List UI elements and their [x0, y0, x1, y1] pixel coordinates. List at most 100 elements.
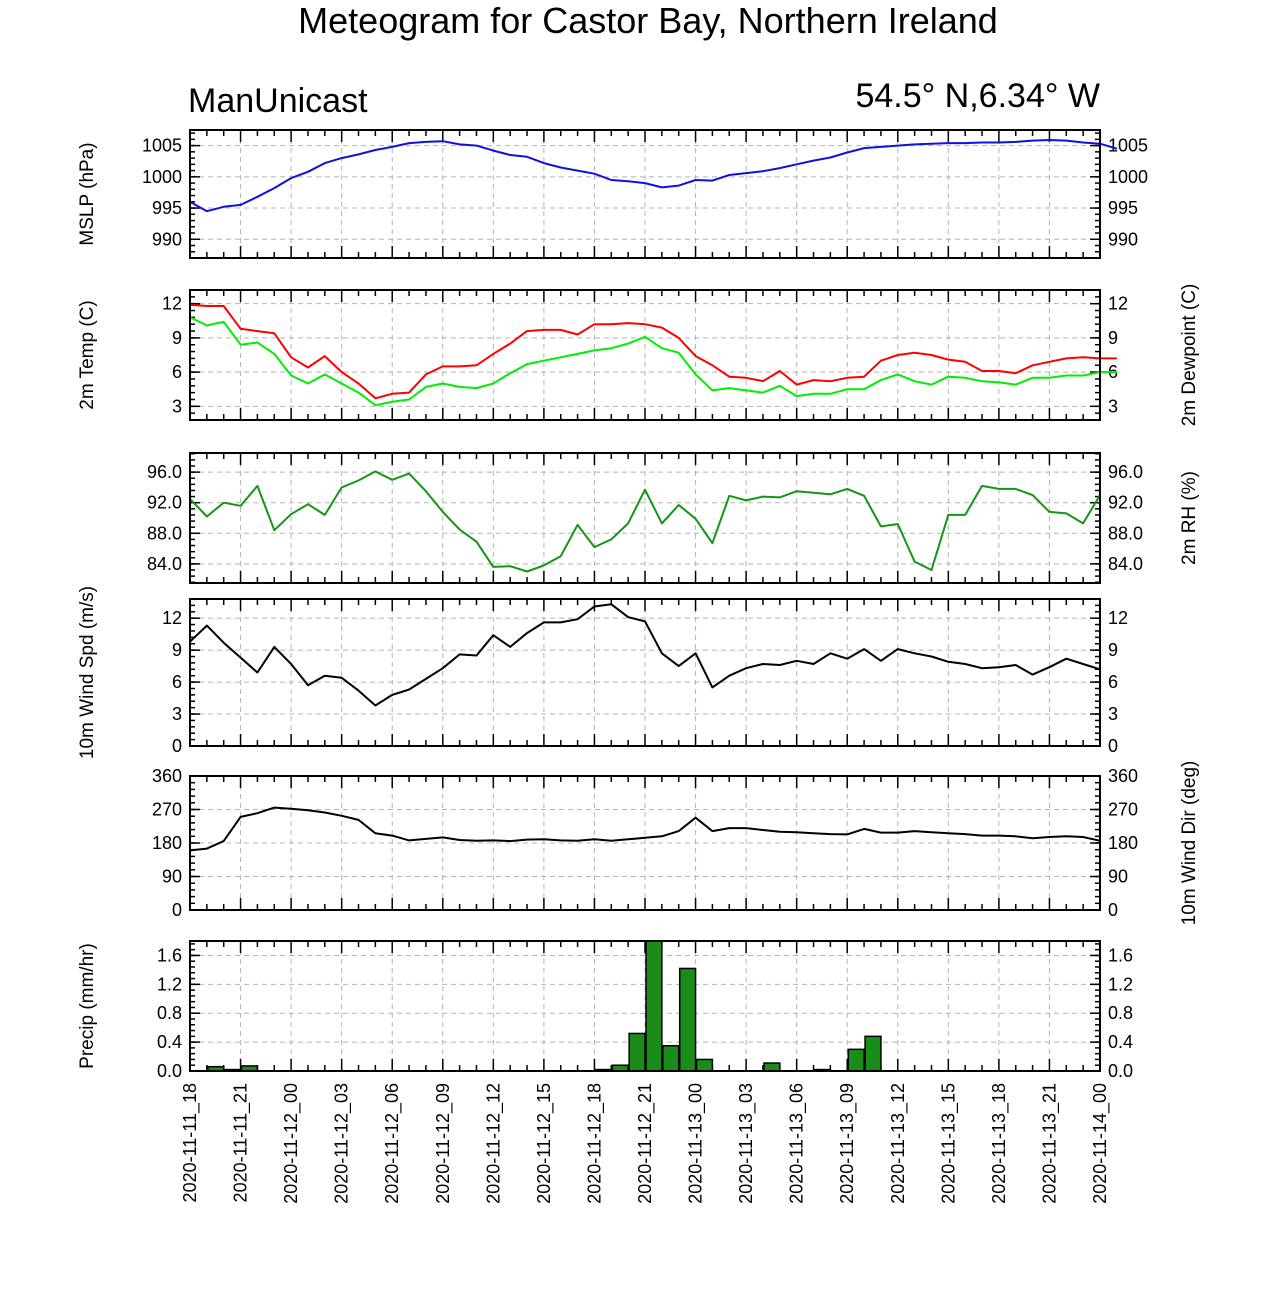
y-tick-label: 92.0: [147, 493, 182, 513]
y-tick-label: 990: [152, 229, 182, 249]
x-tick-label: 2020-11-13_18: [989, 1083, 1010, 1204]
precip-bar: [662, 1044, 680, 1072]
y-tick-label: 96.0: [147, 462, 182, 482]
y-tick-label: 270: [152, 800, 182, 820]
temp-series-line-1: [189, 316, 1117, 407]
y-tick-label-right: 12: [1108, 608, 1128, 628]
x-tick-label: 2020-11-13_06: [787, 1083, 808, 1204]
y-axis-label-right: 2m RH (%): [1179, 471, 1200, 565]
panel-frame: [189, 775, 1101, 911]
x-tick-label: 2020-11-12_00: [281, 1083, 302, 1204]
precip-bar: [678, 967, 697, 1072]
x-tick-label: 2020-11-12_03: [332, 1083, 353, 1204]
rh-series-line-0: [189, 470, 1101, 573]
y-tick-label: 1.6: [157, 945, 182, 965]
panel-wind_speed: 0 0 3 3 6 6 9 9 12 12 10m Wind Spd (m/s): [77, 586, 1128, 759]
panel-frame: [189, 598, 1101, 747]
panel-precip: 0.0 0.0 0.4 0.4 0.8 0.8 1.2 1.2 1.6 1.6 Precip (mm…: [77, 940, 1133, 1081]
y-tick-label-right: 990: [1108, 229, 1138, 249]
panel-frame: [189, 129, 1101, 259]
y-tick-label: 12: [162, 294, 182, 314]
x-tick-label: 2020-11-12_18: [584, 1083, 605, 1204]
y-tick-label-right: 12: [1108, 294, 1128, 314]
y-tick-label-right: 0.4: [1108, 1032, 1133, 1052]
y-tick-label-right: 96.0: [1108, 462, 1143, 482]
y-tick-label-right: 0.0: [1108, 1061, 1133, 1081]
y-axis-label-right: 10m Wind Dir (deg): [1179, 761, 1200, 926]
y-tick-label-right: 0: [1108, 736, 1118, 756]
y-tick-label-right: 1000: [1108, 167, 1148, 187]
y-tick-label-right: 1005: [1108, 136, 1148, 156]
precip-bar: [864, 1035, 882, 1072]
y-tick-label-right: 9: [1108, 640, 1118, 660]
panel-frame: [189, 940, 1101, 1072]
x-tick-label: 2020-11-11_21: [231, 1083, 252, 1202]
temp-series-line-0: [189, 303, 1117, 400]
panel-rh: 84.0 84.0 88.0 88.0 92.0 92.0 96.0 96.0 2m RH (%…: [147, 452, 1200, 584]
y-tick-label: 0.0: [157, 1061, 182, 1081]
location-label: 54.5° N,6.34° W: [855, 77, 1100, 115]
precip-bar: [763, 1062, 781, 1072]
y-tick-label: 3: [172, 396, 182, 416]
x-tick-label: 2020-11-12_15: [534, 1083, 555, 1204]
y-tick-label-right: 88.0: [1108, 523, 1143, 543]
y-tick-label-right: 1.6: [1108, 945, 1133, 965]
precip-bar: [628, 1032, 646, 1072]
x-tick-label: 2020-11-13_03: [736, 1083, 757, 1204]
y-tick-label: 9: [172, 328, 182, 348]
wind_speed-series-line-0: [189, 603, 1101, 707]
y-tick-label: 9: [172, 640, 182, 660]
y-tick-label-right: 6: [1108, 672, 1118, 692]
y-axis-label-right: 2m Dewpoint (C): [1179, 284, 1200, 427]
y-tick-label-right: 90: [1108, 867, 1128, 887]
y-tick-label: 6: [172, 672, 182, 692]
x-tick-label: 2020-11-12_09: [433, 1083, 454, 1204]
y-tick-label-right: 0.8: [1108, 1003, 1133, 1023]
source-label: ManUnicast: [188, 82, 368, 120]
y-axis-label-left: 2m Temp (C): [77, 300, 98, 409]
y-axis-label-left: 10m Wind Spd (m/s): [77, 586, 98, 759]
x-tick-label: 2020-11-12_12: [483, 1083, 504, 1204]
y-tick-label-right: 84.0: [1108, 554, 1143, 574]
y-tick-label: 84.0: [147, 554, 182, 574]
panel-wind_dir: 0 0 90 90 180 180 270 270 360 360 10m Wind Dir (de…: [152, 761, 1200, 926]
x-tick-label: 2020-11-14_00: [1090, 1083, 1111, 1204]
x-tick-label: 2020-11-13_12: [888, 1083, 909, 1204]
y-axis-label-left: Precip (mm/hr): [77, 943, 98, 1069]
precip-bar: [645, 940, 663, 1072]
y-tick-label: 6: [172, 362, 182, 382]
y-tick-label-right: 3: [1108, 704, 1118, 724]
panel-frame: [189, 289, 1101, 421]
x-tick-label: 2020-11-12_06: [382, 1083, 403, 1204]
y-tick-label: 3: [172, 704, 182, 724]
chart-title: Meteogram for Castor Bay, Northern Irela…: [298, 0, 998, 41]
y-tick-label: 0.4: [157, 1032, 182, 1052]
y-tick-label-right: 3: [1108, 396, 1118, 416]
x-tick-label: 2020-11-13_09: [837, 1083, 858, 1204]
y-tick-label: 1005: [142, 136, 182, 156]
y-tick-label: 0: [172, 736, 182, 756]
y-tick-label-right: 995: [1108, 198, 1138, 218]
y-tick-label-right: 360: [1108, 766, 1138, 786]
x-tick-label: 2020-11-12_21: [635, 1083, 656, 1204]
y-tick-label-right: 180: [1108, 833, 1138, 853]
y-tick-label-right: 0: [1108, 900, 1118, 920]
x-tick-label: 2020-11-11_18: [180, 1083, 201, 1202]
y-tick-label: 1.2: [157, 974, 182, 994]
y-tick-label-right: 9: [1108, 328, 1118, 348]
y-tick-label: 180: [152, 833, 182, 853]
y-tick-label: 90: [162, 867, 182, 887]
mslp-series-line-0: [189, 139, 1118, 213]
y-tick-label: 0: [172, 900, 182, 920]
y-axis-label-left: MSLP (hPa): [77, 142, 98, 245]
x-tick-label: 2020-11-13_00: [686, 1083, 707, 1204]
y-tick-label-right: 92.0: [1108, 493, 1143, 513]
precip-bar: [695, 1058, 714, 1072]
panel-mslp: 990 990 995 995 1000 1000 1005 1005 MSLP (hPa): [77, 129, 1148, 259]
y-tick-label: 88.0: [147, 523, 182, 543]
y-tick-label: 995: [152, 198, 182, 218]
panel-frame: [189, 452, 1101, 584]
